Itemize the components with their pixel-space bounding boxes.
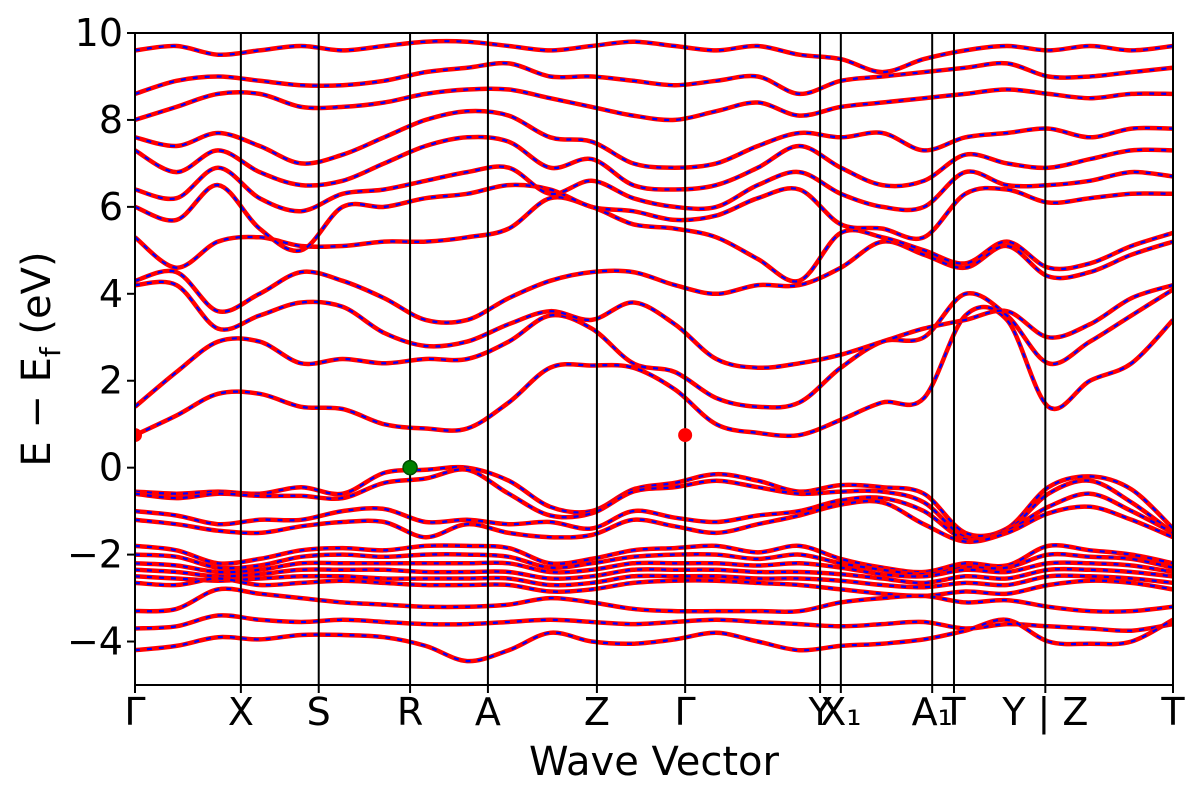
band-line-blue-dashed (135, 288, 1173, 409)
y-axis-label: E − Ef (eV) (14, 251, 67, 466)
band-line-blue-dashed (135, 135, 1173, 191)
x-tick-label: T (1160, 690, 1185, 734)
band-line-blue-dashed (135, 62, 1173, 96)
band-line-red (135, 108, 1173, 170)
y-tick-label: −2 (67, 533, 123, 577)
band-line-blue-dashed (135, 492, 1173, 542)
x-tick-label: S (307, 690, 331, 734)
band-line-blue-dashed (135, 618, 1173, 663)
x-tick-label: X₁ (820, 690, 861, 734)
cbm-marker (135, 428, 142, 443)
band-line-blue-dashed (135, 574, 1173, 589)
band-line-blue-dashed (135, 577, 1173, 598)
band-line-blue-dashed (135, 280, 1173, 369)
x-tick-label: X (228, 690, 254, 734)
band-line-blue-dashed (135, 561, 1173, 578)
y-tick-label: 8 (99, 98, 123, 142)
y-axis-label-main: E − E (14, 357, 60, 467)
y-axis-label-unit: (eV) (14, 251, 60, 347)
x-axis-label: Wave Vector (529, 739, 780, 785)
plot-frame (134, 32, 1174, 686)
band-lines (135, 38, 1173, 664)
band-line-blue-dashed (135, 468, 1173, 541)
band-line-blue-dashed (135, 568, 1173, 585)
y-tick-label: 4 (99, 272, 123, 316)
y-tick-label: 0 (99, 446, 123, 490)
band-line-blue-dashed (135, 587, 1173, 613)
y-tick-label: 6 (99, 185, 123, 229)
x-tick-label: Γ (124, 690, 145, 734)
band-line-blue-dashed (135, 240, 1173, 324)
y-tick-label: −4 (67, 620, 123, 664)
band-line-blue-dashed (135, 552, 1173, 576)
y-axis-label-subscript: f (34, 346, 67, 357)
x-tick-label: Γ (675, 690, 696, 734)
band-line-blue-dashed (135, 306, 1173, 437)
cbm-marker (678, 428, 693, 443)
x-tick-label: Z (584, 690, 610, 734)
band-line-blue-dashed (135, 196, 1173, 283)
x-tick-label: T (941, 690, 966, 734)
band-line-blue-dashed (135, 165, 1173, 213)
y-tick-label: 10 (75, 11, 123, 55)
x-tick-label: A (475, 690, 501, 734)
y-tick-label: 2 (99, 359, 123, 403)
band-line-red (135, 182, 1173, 254)
x-tick-label: R (397, 690, 423, 734)
band-line-blue-dashed (135, 499, 1173, 543)
band-line-blue-dashed (135, 614, 1173, 632)
band-line-blue-dashed (135, 40, 1173, 74)
x-tick-label: Y (807, 690, 832, 734)
x-tick-label: A₁ (912, 690, 953, 734)
vbm-marker (402, 459, 418, 476)
band-line-blue-dashed (135, 87, 1173, 122)
x-tick-label: Y | Z (1001, 690, 1088, 735)
y-axis-ticks: −4 −2 0 2 4 6 8 10 (67, 11, 135, 664)
band-edge-markers (135, 428, 693, 476)
